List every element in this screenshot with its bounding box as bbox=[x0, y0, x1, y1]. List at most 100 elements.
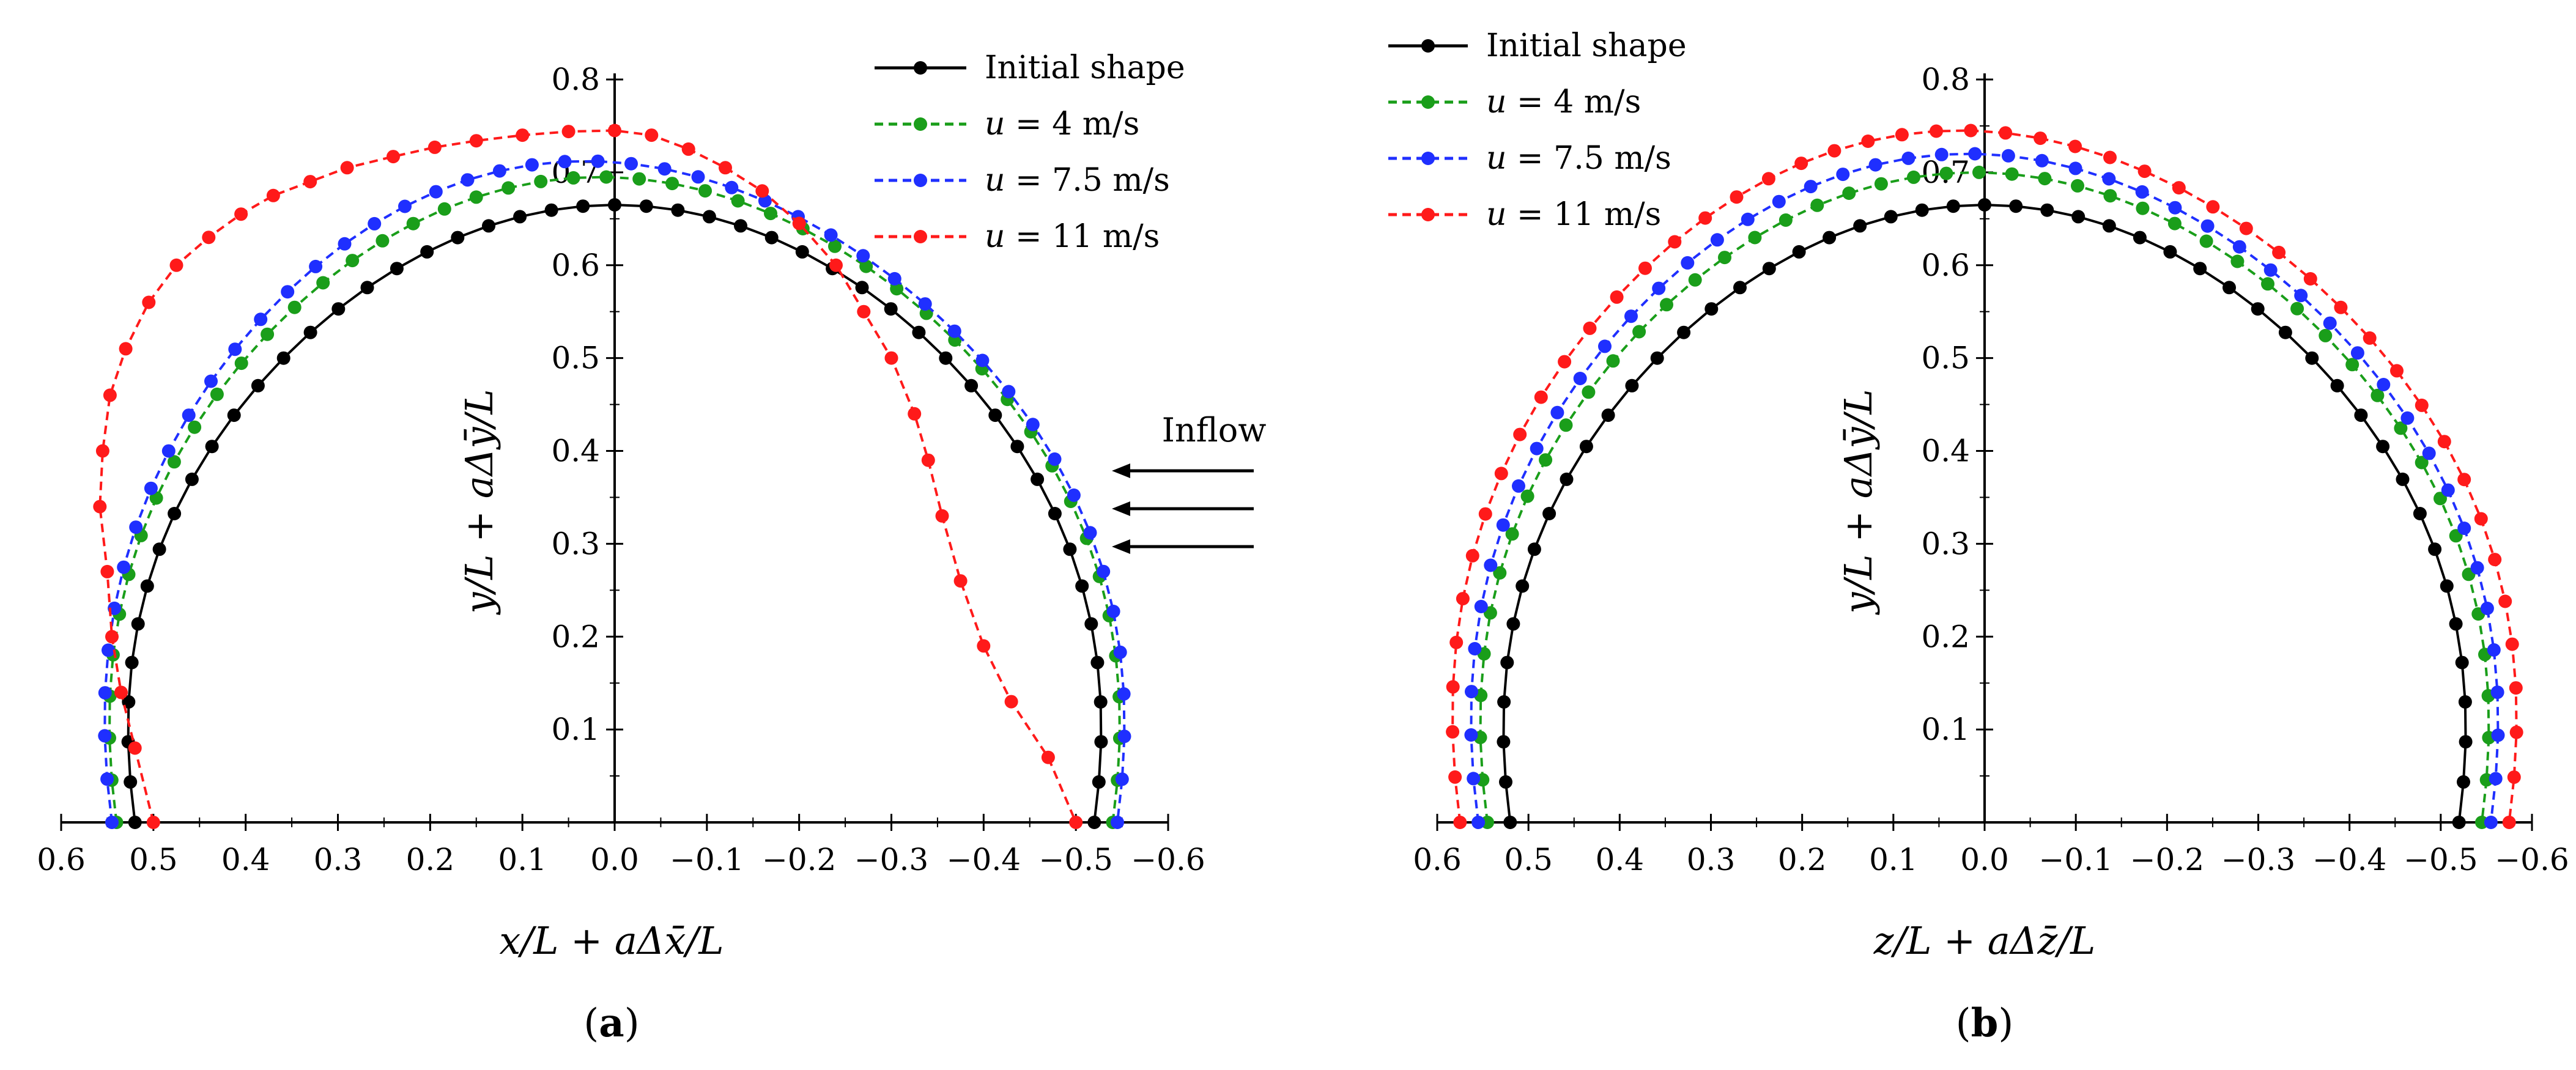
legend-label: u = 7.5 m/s bbox=[1486, 140, 1671, 177]
series-point bbox=[828, 239, 842, 253]
series-point bbox=[204, 374, 218, 388]
legend-label-lead: u bbox=[985, 162, 1005, 199]
legend-label: u = 7.5 m/s bbox=[985, 162, 1170, 199]
series-point bbox=[1650, 351, 1664, 365]
caption-close-paren: ) bbox=[624, 1001, 640, 1046]
x-tick-label: −0.1 bbox=[670, 842, 744, 877]
caption-letter: b bbox=[1971, 1000, 1999, 1046]
series-point bbox=[2480, 602, 2494, 615]
series-point bbox=[947, 324, 961, 338]
series-point bbox=[1842, 186, 1856, 200]
series-point bbox=[2136, 201, 2150, 215]
series-point bbox=[1915, 203, 1929, 217]
series-point bbox=[2415, 398, 2429, 412]
x-tick-label: −0.6 bbox=[2495, 842, 2569, 877]
series-point bbox=[2376, 440, 2390, 454]
series-point bbox=[2206, 200, 2220, 214]
series-point bbox=[1083, 526, 1097, 540]
series-point bbox=[146, 816, 160, 829]
series-point bbox=[2068, 161, 2082, 175]
series-point bbox=[502, 181, 516, 195]
series-point bbox=[1968, 147, 1982, 161]
series-point bbox=[2330, 378, 2344, 393]
series-point bbox=[437, 202, 451, 216]
series-point bbox=[340, 161, 354, 175]
series-point bbox=[103, 388, 117, 402]
series-point bbox=[2440, 579, 2454, 593]
series-point bbox=[2507, 770, 2521, 784]
series-point bbox=[2230, 254, 2245, 268]
legend-label-lead: u bbox=[1486, 84, 1507, 120]
series-point bbox=[105, 816, 119, 829]
legend-label: u = 11 m/s bbox=[1486, 196, 1661, 233]
series-point bbox=[1934, 147, 1949, 161]
series-point bbox=[152, 542, 166, 556]
series-point bbox=[1542, 507, 1556, 520]
series-point bbox=[368, 216, 382, 231]
series-point bbox=[1660, 298, 1673, 312]
series-point bbox=[168, 507, 182, 520]
series-point bbox=[1084, 617, 1098, 631]
series-point bbox=[2457, 473, 2471, 487]
series-point bbox=[461, 173, 475, 187]
series-point bbox=[140, 579, 154, 593]
caption-letter: a bbox=[599, 1000, 624, 1046]
series-point bbox=[2437, 435, 2451, 449]
series-line bbox=[98, 129, 1078, 823]
x-tick-label: −0.4 bbox=[947, 842, 1021, 877]
series-point bbox=[2272, 245, 2286, 259]
series-point bbox=[1534, 390, 1548, 404]
series-point bbox=[2455, 655, 2469, 670]
series-point bbox=[2068, 139, 2082, 153]
series-point bbox=[1632, 325, 1646, 339]
series-point bbox=[119, 342, 133, 356]
series-point bbox=[1026, 418, 1040, 432]
chart-panel-a: 0.6 0.5 0.4 0.3 0.2 0.1 0.0 −0.1 −0.2 −0.3 −0.4 −0.… bbox=[37, 50, 1266, 1046]
inflow-arrow-icon bbox=[1112, 539, 1254, 554]
series-point bbox=[93, 500, 107, 514]
series-point bbox=[2502, 816, 2516, 829]
series-point bbox=[2422, 446, 2436, 460]
series-point bbox=[691, 170, 705, 184]
series-point bbox=[1467, 772, 1481, 786]
series-point bbox=[671, 203, 685, 217]
series-point bbox=[1907, 170, 1920, 184]
x-tick-label: 0.2 bbox=[406, 842, 455, 877]
series-point bbox=[1624, 309, 1638, 323]
series-point bbox=[1606, 354, 1620, 368]
series-point bbox=[1550, 405, 1564, 419]
series-point bbox=[1733, 281, 1747, 295]
series-point bbox=[420, 245, 434, 259]
series-point bbox=[908, 407, 922, 421]
legend-label-lead: Initial shape bbox=[1486, 28, 1687, 64]
legend-label-lead: u bbox=[985, 106, 1005, 142]
series-point bbox=[2261, 277, 2274, 291]
legend-label-value: = 11 m/s bbox=[1507, 196, 1662, 233]
x-tick-label: 0.3 bbox=[1687, 842, 1736, 877]
series-point bbox=[1748, 231, 1762, 245]
series-point bbox=[376, 234, 390, 248]
series-point bbox=[124, 775, 138, 789]
series-point bbox=[2034, 131, 2048, 146]
series-point bbox=[1761, 172, 1775, 186]
series-point bbox=[558, 155, 572, 169]
series-point bbox=[2509, 681, 2523, 695]
series-point bbox=[1002, 385, 1016, 399]
series-point bbox=[1075, 579, 1089, 593]
series-point bbox=[2350, 346, 2364, 360]
series-point bbox=[1520, 489, 1534, 503]
series-point bbox=[169, 258, 183, 272]
series-point bbox=[360, 281, 374, 295]
series-point bbox=[1048, 507, 1062, 520]
y-axis-title: y/L + aΔȳ/L bbox=[1836, 389, 1881, 615]
series-point bbox=[2294, 289, 2308, 303]
series-point bbox=[953, 574, 968, 588]
series-point bbox=[125, 655, 139, 670]
series-point bbox=[1456, 592, 1470, 606]
legend-label-lead: u bbox=[1486, 140, 1507, 177]
x-tick-label: −0.5 bbox=[1038, 842, 1112, 877]
series-point bbox=[1499, 775, 1512, 789]
series-point bbox=[1111, 816, 1124, 829]
x-tick-label: 0.5 bbox=[129, 842, 178, 877]
